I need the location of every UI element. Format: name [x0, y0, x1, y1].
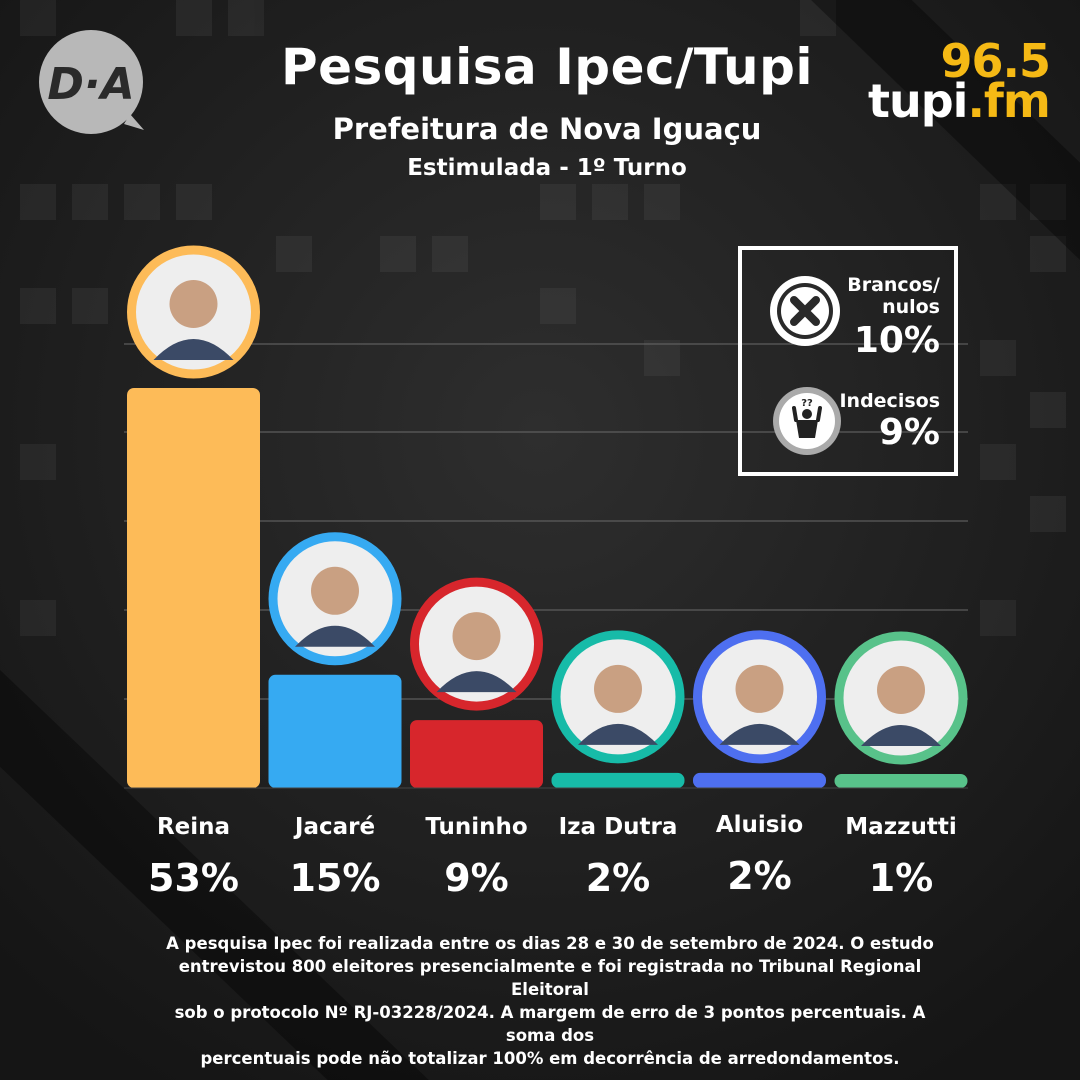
- candidate-name: Tuninho: [425, 814, 528, 840]
- side-stats-box: Brancos/ nulos 10% ?? Indecisos 9%: [738, 246, 958, 476]
- da-logo-text: D·A: [47, 59, 134, 110]
- indecisos-label: Indecisos: [839, 390, 940, 412]
- candidate-name: Iza Dutra: [558, 814, 678, 840]
- bar-reina: [127, 388, 260, 788]
- bar-tuninho: [410, 720, 543, 788]
- candidate-name: Jacaré: [294, 814, 376, 840]
- candidate-percentage: 53%: [148, 856, 239, 900]
- candidate-percentage: 1%: [868, 856, 934, 900]
- bar-aluisio: [693, 772, 826, 788]
- undecided-person-icon: ??: [773, 387, 841, 455]
- da-logo: D·A: [39, 30, 144, 134]
- avatar-body: [578, 723, 658, 745]
- tupi-fm-logo: 96.5 tupi.fm: [868, 38, 1058, 128]
- candidate-percentage: 2%: [727, 854, 792, 898]
- x-circle-icon: [770, 276, 840, 346]
- candidate-percentage: 9%: [444, 856, 509, 900]
- poll-type: Estimulada - 1º Turno: [407, 155, 687, 181]
- candidate-name: Mazzutti: [845, 814, 957, 840]
- avatar-face: [311, 566, 359, 615]
- page-title: Pesquisa Ipec/Tupi: [280, 38, 814, 96]
- avatar-body: [295, 625, 375, 647]
- indecisos-value: 9%: [878, 412, 940, 453]
- avatar-face: [452, 612, 501, 661]
- brancos-nulos-label: Brancos/ nulos: [847, 274, 940, 318]
- avatar-body: [861, 725, 941, 746]
- candidate-percentage: 2%: [585, 856, 651, 900]
- methodology-footnote: A pesquisa Ipec foi realizada entre os d…: [166, 934, 934, 1068]
- candidate-name: Reina: [156, 814, 231, 840]
- svg-text:??: ??: [801, 398, 813, 409]
- avatar-face: [877, 666, 925, 714]
- avatar-body: [719, 723, 800, 745]
- avatar-body: [153, 339, 234, 360]
- avatar-face: [169, 280, 218, 328]
- tupi-name: tupi.fm: [868, 74, 1051, 128]
- tupi-frequency: 96.5: [940, 34, 1051, 88]
- candidate-name: Aluisio: [715, 812, 804, 838]
- candidate-percentage: 15%: [289, 856, 381, 900]
- avatar-face: [735, 664, 784, 713]
- brancos-nulos-value: 10%: [853, 320, 940, 361]
- bar-mazzutti: [834, 774, 968, 788]
- bar-jacar-: [268, 674, 402, 788]
- page-subtitle: Prefeitura de Nova Iguaçu: [332, 112, 762, 146]
- bar-iza-dutra: [551, 772, 685, 788]
- avatar-face: [594, 664, 642, 713]
- avatar-body: [436, 671, 517, 693]
